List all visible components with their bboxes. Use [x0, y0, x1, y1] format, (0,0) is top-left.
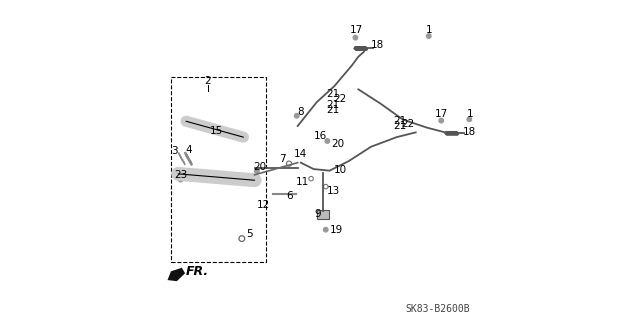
Bar [317, 210, 329, 219]
Circle shape [467, 117, 472, 122]
Text: 11: 11 [296, 177, 309, 188]
Circle shape [426, 34, 431, 38]
Text: 14: 14 [294, 149, 307, 159]
Text: 4: 4 [185, 145, 191, 155]
Text: 15: 15 [210, 126, 223, 136]
Text: 22: 22 [333, 94, 347, 104]
Text: 18: 18 [371, 40, 384, 50]
Text: 22: 22 [401, 119, 414, 129]
Text: 16: 16 [314, 131, 326, 141]
Text: 17: 17 [349, 25, 363, 35]
Text: 21: 21 [326, 89, 339, 99]
Text: 21: 21 [326, 100, 339, 110]
Text: 20: 20 [253, 162, 267, 173]
Circle shape [325, 139, 330, 143]
Circle shape [179, 177, 183, 182]
Circle shape [294, 114, 299, 118]
Text: 9: 9 [315, 209, 321, 219]
Text: 10: 10 [333, 165, 347, 175]
Text: 3: 3 [172, 145, 178, 156]
Text: 19: 19 [330, 225, 343, 235]
Text: 1: 1 [426, 25, 433, 35]
Text: 7: 7 [279, 154, 286, 164]
Circle shape [439, 118, 444, 123]
Circle shape [255, 169, 259, 174]
Text: 20: 20 [331, 138, 344, 149]
Text: 17: 17 [435, 109, 449, 119]
Text: 21: 21 [326, 105, 339, 115]
Text: 13: 13 [326, 186, 340, 196]
Text: 23: 23 [175, 170, 188, 181]
Text: 21: 21 [393, 121, 406, 131]
Text: 2: 2 [204, 76, 211, 86]
Text: SK83-B2600B: SK83-B2600B [406, 304, 470, 314]
Circle shape [323, 227, 328, 232]
Text: 1: 1 [467, 109, 473, 119]
Polygon shape [168, 268, 185, 281]
Text: 12: 12 [257, 200, 270, 210]
Text: 6: 6 [286, 191, 292, 201]
Text: 18: 18 [463, 127, 476, 137]
Text: FR.: FR. [186, 265, 209, 278]
Text: 5: 5 [246, 229, 253, 240]
Text: 8: 8 [298, 107, 304, 117]
Text: 21: 21 [393, 116, 406, 126]
Circle shape [353, 35, 358, 40]
